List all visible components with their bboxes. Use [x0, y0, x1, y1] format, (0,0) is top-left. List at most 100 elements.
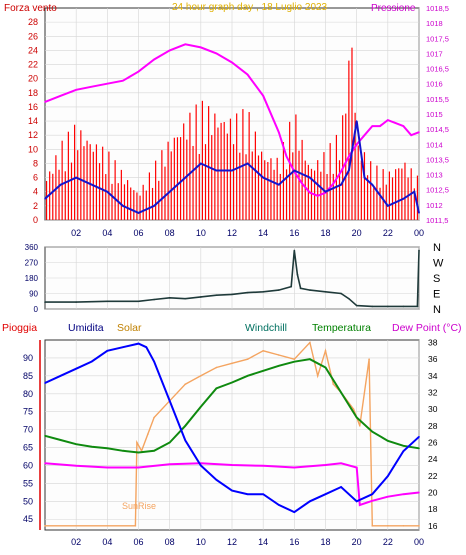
- left-tick-label: 90: [29, 290, 38, 299]
- x-tick-label: 10: [196, 228, 206, 238]
- data-point: [246, 493, 249, 495]
- x-tick-label: 00: [414, 537, 424, 547]
- right-tick-label: 28: [428, 421, 438, 431]
- left-tick-label: 45: [23, 514, 33, 524]
- data-point: [371, 525, 374, 527]
- data-point: [358, 425, 361, 427]
- right-tick-label: 1017: [426, 49, 443, 58]
- data-point: [309, 358, 311, 360]
- data-point: [324, 350, 327, 352]
- data-point: [418, 249, 420, 252]
- data-point: [137, 70, 140, 73]
- data-point: [301, 182, 303, 185]
- chart-title: 24 hour graph day , 18 Luglio 2023: [172, 2, 328, 13]
- left-tick-label: 85: [23, 371, 33, 381]
- data-point: [363, 176, 366, 179]
- data-point: [348, 169, 350, 172]
- data-point: [340, 183, 342, 186]
- data-point: [309, 500, 311, 503]
- data-point: [355, 416, 358, 419]
- data-point: [215, 169, 218, 172]
- data-point: [355, 466, 358, 469]
- data-point: [168, 49, 171, 52]
- sunrise-annotation: SunRise: [122, 501, 156, 511]
- x-tick-label: 18: [320, 228, 330, 238]
- data-point: [153, 298, 155, 301]
- x-tick-label: 14: [258, 228, 268, 238]
- data-point: [44, 101, 46, 103]
- left-tick-label: 360: [25, 243, 39, 252]
- left-tick-label: 55: [23, 478, 33, 488]
- data-point: [106, 466, 109, 469]
- x-tick-label: 06: [133, 537, 143, 547]
- data-point: [402, 198, 405, 200]
- data-point: [262, 290, 264, 293]
- right-tick-label: 1015,5: [426, 95, 449, 104]
- data-point: [59, 95, 62, 97]
- series-line: [44, 342, 420, 514]
- x-tick-label: 08: [165, 537, 175, 547]
- data-point: [371, 305, 374, 308]
- data-point: [316, 375, 319, 377]
- data-point: [262, 95, 264, 97]
- data-point: [137, 466, 140, 469]
- data-point: [122, 346, 124, 348]
- data-point: [106, 190, 109, 193]
- data-point: [348, 297, 350, 300]
- data-point: [379, 125, 381, 127]
- data-point: [184, 439, 187, 442]
- left-tick-label: 60: [23, 460, 33, 470]
- data-point: [358, 504, 361, 506]
- data-point: [355, 304, 358, 307]
- data-point: [200, 405, 202, 408]
- data-point: [122, 79, 124, 82]
- compass-label: E: [433, 289, 440, 301]
- compass-label: N: [433, 304, 441, 316]
- data-point: [262, 350, 264, 352]
- left-tick-label: 270: [25, 259, 39, 268]
- compass-label: W: [433, 258, 444, 270]
- right-tick-label: 1015: [426, 110, 443, 119]
- data-point: [184, 176, 187, 179]
- x-tick-label: 16: [289, 228, 299, 238]
- data-point: [324, 464, 327, 466]
- right-tick-label: 32: [428, 388, 438, 398]
- data-point: [418, 525, 420, 527]
- right-tick-label: 1013: [426, 171, 443, 180]
- data-point: [402, 125, 405, 127]
- data-point: [262, 465, 264, 467]
- left-tick-label: 24: [28, 45, 38, 55]
- legend-entry: Solar: [117, 322, 142, 334]
- data-point: [215, 366, 218, 369]
- right-tick-label: 1014: [426, 140, 443, 149]
- data-point: [355, 120, 358, 122]
- data-point: [277, 183, 280, 186]
- x-tick-label: 04: [102, 537, 112, 547]
- right-tick-label: 1012: [426, 201, 443, 210]
- data-point: [246, 73, 249, 76]
- right-tick-label: 1018,5: [426, 4, 449, 13]
- data-point: [324, 190, 327, 193]
- data-point: [309, 341, 311, 344]
- right-tick-label: 1016,5: [426, 65, 449, 74]
- data-point: [59, 375, 62, 377]
- left-tick-label: 0: [33, 215, 38, 225]
- data-point: [246, 162, 249, 165]
- data-point: [184, 383, 187, 385]
- left-tick-label: 14: [28, 116, 38, 126]
- data-point: [168, 297, 171, 299]
- data-point: [340, 170, 342, 173]
- data-point: [418, 435, 420, 438]
- data-point: [145, 346, 148, 348]
- data-point: [371, 493, 374, 495]
- data-point: [324, 366, 327, 369]
- data-point: [387, 525, 389, 527]
- data-point: [418, 212, 420, 214]
- series-line: [44, 120, 420, 214]
- data-point: [134, 525, 137, 527]
- data-point: [352, 408, 355, 410]
- data-point: [355, 143, 358, 146]
- data-point: [44, 198, 46, 200]
- data-point: [153, 450, 155, 452]
